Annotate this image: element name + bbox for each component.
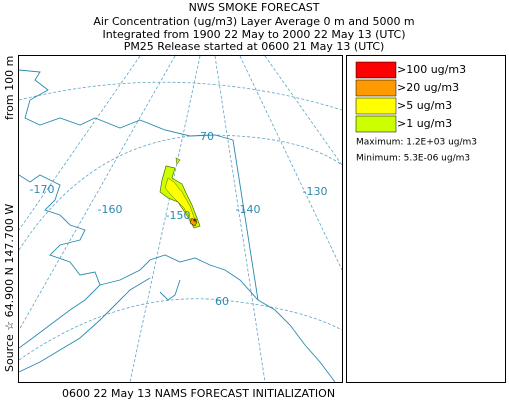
source-label: Source ☆ 64.900 N 147.700 W [3,204,16,372]
legend: >100 ug/m3 >20 ug/m3 >5 ug/m3 >1 ug/m3 [355,61,466,133]
coastlines [19,69,336,382]
grid-labels: -170 -160 -150 -140 -130 70 60 [30,130,328,308]
legend-swatch [355,115,397,133]
legend-label: >1 ug/m3 [397,117,452,130]
lon-line [239,56,342,271]
subtitle: Integrated from 1900 22 May to 2000 22 M… [102,28,405,41]
grid-label: -140 [236,203,261,216]
grid-label: -130 [303,185,328,198]
grid-label: -160 [98,203,123,216]
map: * -170 -160 -150 -140 -130 70 60 [19,56,342,382]
map-frame [18,55,343,383]
maximum: Maximum: 1.2E+03 ug/m3 [356,138,477,148]
legend-frame [346,55,506,383]
minimum: Minimum: 5.3E-06 ug/m3 [356,154,470,164]
lat-line [19,81,342,111]
lon-line [129,56,201,382]
legend-label: >100 ug/m3 [397,63,466,76]
smoke-plume: * [159,157,201,229]
footer: 0600 22 May 13 NAMS FORECAST INITIALIZAT… [62,387,335,400]
title: NWS SMOKE FORECAST [189,1,320,14]
grid-label: 70 [200,130,214,143]
lon-line [19,56,141,231]
coastline [19,69,234,141]
plume-core [189,217,198,227]
plume-patch [175,157,181,165]
lon-line [19,56,176,331]
legend-swatch [355,61,397,79]
grid-label: 60 [215,295,229,308]
coastline [19,174,101,349]
coastline [19,277,151,373]
border [232,139,259,301]
legend-label: >5 ug/m3 [397,99,452,112]
coastline [159,279,181,301]
subtitle: PM25 Release started at 0600 21 May 13 (… [124,40,385,53]
height-label: from 100 m [3,56,16,120]
coastline [99,254,336,382]
grid-label: -150 [166,209,191,222]
source-marker: * [193,218,198,228]
grid-label: -170 [30,183,55,196]
legend-swatch [355,97,397,115]
legend-swatch [355,79,397,97]
subtitle: Air Concentration (ug/m3) Layer Average … [93,15,414,28]
legend-label: >20 ug/m3 [397,81,459,94]
lon-line [264,56,342,166]
